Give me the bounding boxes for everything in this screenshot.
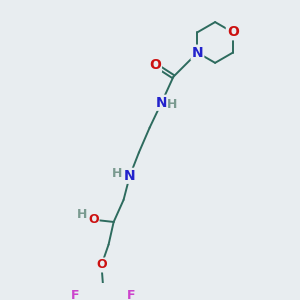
Text: H: H bbox=[77, 208, 88, 221]
Text: O: O bbox=[149, 58, 161, 72]
Text: N: N bbox=[156, 96, 167, 110]
Text: N: N bbox=[124, 169, 136, 183]
Text: H: H bbox=[167, 98, 178, 111]
Text: H: H bbox=[112, 167, 122, 180]
Text: F: F bbox=[71, 289, 80, 300]
Text: O: O bbox=[96, 259, 107, 272]
Text: O: O bbox=[88, 213, 99, 226]
Text: O: O bbox=[227, 25, 239, 39]
Text: F: F bbox=[127, 289, 135, 300]
Text: N: N bbox=[192, 46, 203, 60]
